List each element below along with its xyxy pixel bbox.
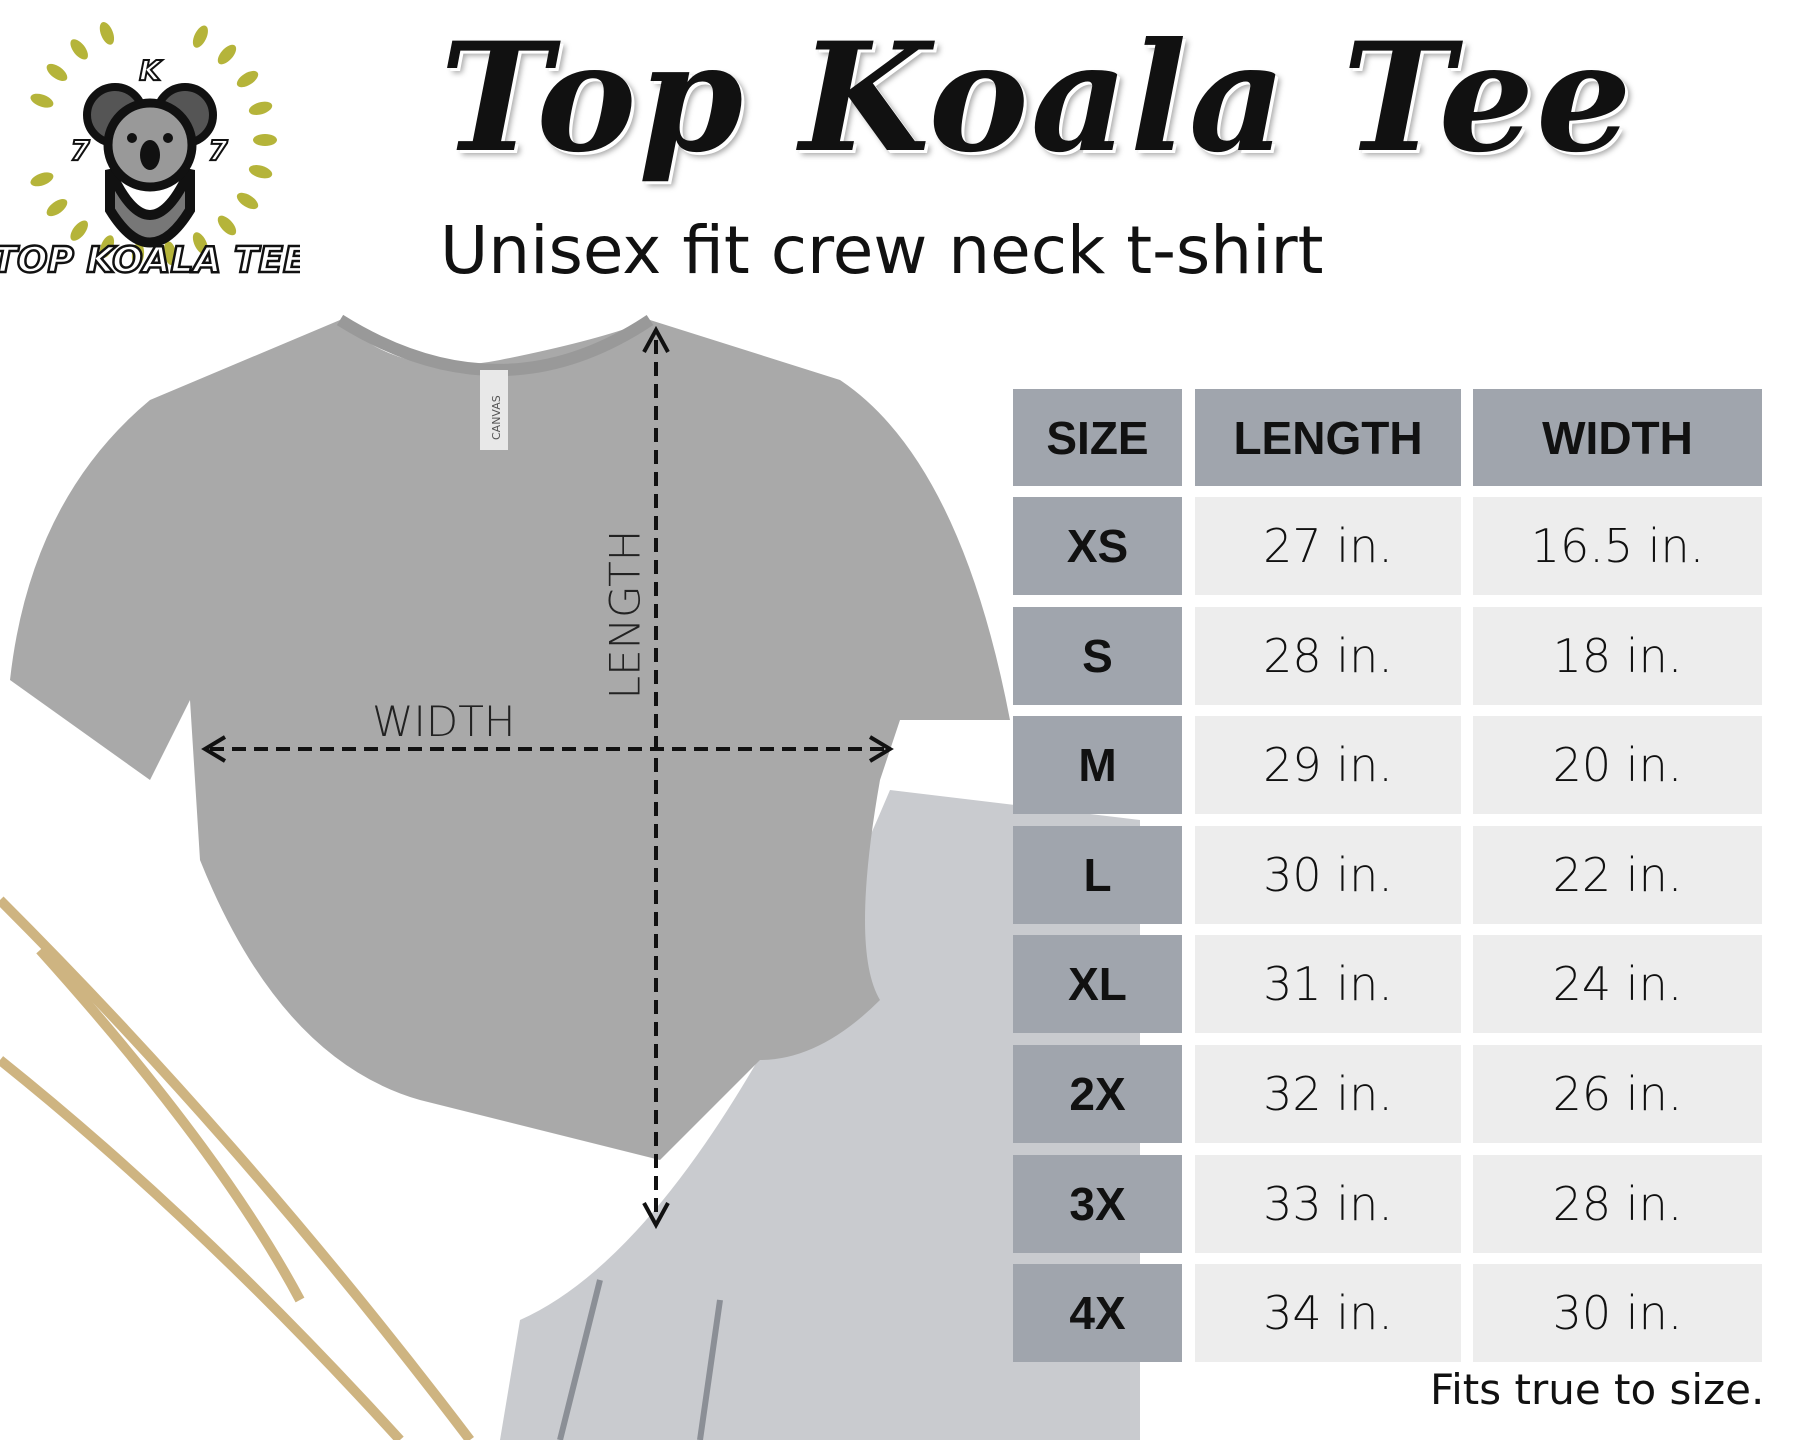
size-cell: 3X bbox=[1013, 1154, 1182, 1253]
tshirt-diagram: CANVAS bbox=[0, 314, 1140, 1440]
logo-letter-k: K bbox=[139, 54, 163, 87]
laurel-leaf bbox=[217, 44, 237, 65]
laurel-leaf bbox=[217, 215, 237, 236]
jeans-seam bbox=[557, 1279, 723, 1440]
laurel-leaf bbox=[192, 25, 208, 48]
size-cell: 2X bbox=[1013, 1045, 1182, 1143]
width-cell: 30 in. bbox=[1473, 1264, 1762, 1363]
laurel-leaf bbox=[192, 232, 208, 255]
laurel-leaf bbox=[248, 165, 273, 179]
laurel-leaf bbox=[30, 172, 54, 187]
laurel-leaf bbox=[99, 22, 115, 45]
page-title: Top Koala Tee bbox=[440, 10, 1634, 186]
width-cell: 28 in. bbox=[1473, 1154, 1762, 1253]
page-subtitle: Unisex fit crew neck t-shirt bbox=[440, 212, 1324, 289]
width-cell: 22 in. bbox=[1473, 825, 1762, 924]
laurel-wreath-icon bbox=[30, 22, 277, 267]
laurel-leaf bbox=[30, 93, 54, 108]
length-cell: 29 in. bbox=[1195, 716, 1461, 815]
fit-note: Fits true to size. bbox=[1430, 1365, 1765, 1414]
size-cell: S bbox=[1013, 606, 1182, 705]
column-header: WIDTH bbox=[1473, 389, 1762, 486]
laurel-leaf bbox=[253, 134, 277, 146]
column-header: SIZE bbox=[1013, 389, 1182, 486]
length-cell: 30 in. bbox=[1195, 825, 1461, 924]
laurel-leaf bbox=[70, 39, 88, 60]
laurel-leaf bbox=[131, 242, 145, 267]
size-cell: XL bbox=[1013, 935, 1182, 1034]
size-cell: XS bbox=[1013, 497, 1182, 595]
tshirt-collar bbox=[336, 314, 654, 376]
length-cell: 33 in. bbox=[1195, 1154, 1461, 1253]
laurel-leaf bbox=[236, 192, 259, 210]
jeans-image bbox=[500, 790, 1140, 1440]
size-cell: 4X bbox=[1013, 1264, 1182, 1363]
width-label: WIDTH bbox=[372, 697, 516, 746]
laurel-leaf bbox=[70, 220, 88, 241]
laurel-leaf bbox=[46, 199, 68, 217]
length-arrow-icon bbox=[642, 325, 670, 1230]
width-cell: 18 in. bbox=[1473, 606, 1762, 705]
size-cell: L bbox=[1013, 825, 1182, 924]
width-cell: 24 in. bbox=[1473, 935, 1762, 1034]
laurel-leaf bbox=[99, 235, 115, 258]
laurel-leaf bbox=[163, 241, 177, 266]
length-label: LENGTH bbox=[600, 529, 650, 700]
width-arrow-icon bbox=[201, 735, 894, 763]
laurel-leaf bbox=[248, 101, 273, 115]
logo-text: TOP KOALA TEE bbox=[0, 240, 300, 281]
length-cell: 32 in. bbox=[1195, 1045, 1461, 1143]
width-cell: 26 in. bbox=[1473, 1045, 1762, 1143]
length-cell: 34 in. bbox=[1195, 1264, 1461, 1363]
width-cell: 16.5 in. bbox=[1473, 497, 1762, 595]
length-cell: 31 in. bbox=[1195, 935, 1461, 1034]
laurel-leaf bbox=[46, 63, 68, 81]
tshirt-image bbox=[10, 320, 1010, 1160]
laurel-leaf bbox=[236, 70, 259, 88]
koala-icon bbox=[83, 83, 217, 248]
wheat-decoration bbox=[0, 896, 474, 1440]
column-header: LENGTH bbox=[1195, 389, 1461, 486]
shirt-tag bbox=[480, 370, 508, 450]
logo-letter-7-left: 7 bbox=[70, 134, 90, 167]
length-cell: 27 in. bbox=[1195, 497, 1461, 595]
length-cell: 28 in. bbox=[1195, 606, 1461, 705]
size-cell: M bbox=[1013, 716, 1182, 815]
shirt-tag-text: CANVAS bbox=[490, 395, 503, 440]
brand-logo: K 7 7 TOP KOALA TEE bbox=[0, 22, 300, 282]
width-cell: 20 in. bbox=[1473, 716, 1762, 815]
logo-letter-7-right: 7 bbox=[208, 134, 228, 167]
